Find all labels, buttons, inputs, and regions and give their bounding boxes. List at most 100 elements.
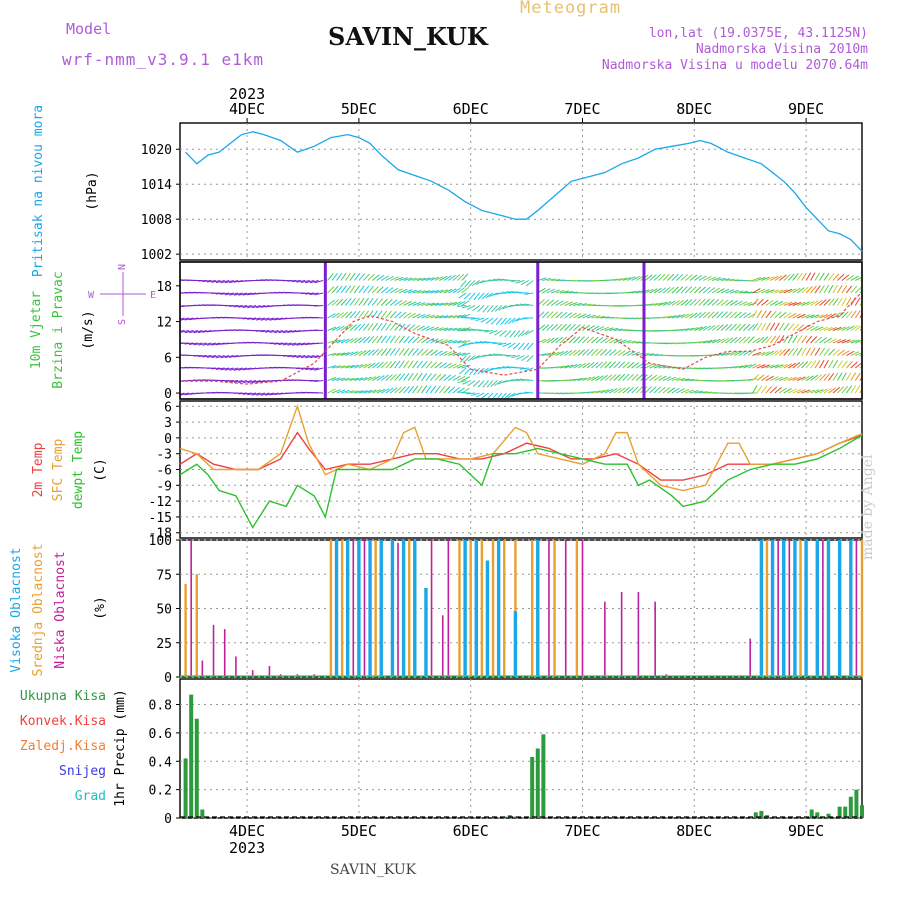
wind-barb [367,310,374,319]
wind-barb [314,367,324,371]
wind-barb [644,374,653,381]
wind-barb [604,349,612,356]
wind-barb [242,392,252,395]
wind-barb [770,300,779,306]
wind-barb [846,325,855,331]
wind-barb [711,324,720,331]
wind-barb [685,313,694,319]
wind-barb [367,362,376,369]
wind-barb [448,374,456,381]
wind-barb [756,310,763,319]
wind-barb [698,275,707,281]
wind-barb [376,388,386,394]
wind-barb [729,300,738,306]
wind-barb [296,342,306,346]
wind-barb [345,324,353,331]
wind-barb [680,299,689,306]
wind-barb [850,310,857,319]
wind-barb [456,273,465,281]
wind-barb [814,326,824,331]
wind-barb [855,276,862,281]
wind-barb [434,289,444,294]
wind-barb [778,335,785,344]
wind-barb [416,360,423,369]
wind-barb [841,311,849,319]
wind-barb [519,367,529,370]
wind-barb [443,351,453,356]
wind-barb [832,284,838,294]
wind-barb [841,350,850,356]
wind-barb [774,386,783,394]
wind-barb [380,322,387,331]
wind-barb [658,273,666,281]
wind-barb [256,392,266,396]
wind-barb [516,355,525,360]
wind-barb [443,288,453,294]
wind-barb [504,317,512,325]
wind-barb [769,322,776,331]
y-tick-label: 1002 [141,248,172,263]
wind-barb [416,313,426,319]
wind-barb [555,351,564,356]
wind-barb [260,304,270,308]
wind-barb [220,292,230,295]
wind-barb [371,286,379,294]
wind-barb [573,363,582,369]
y-tick-label: 18 [156,280,172,295]
y-tick-label: 1020 [141,143,172,158]
wind-barb [680,388,690,394]
wind-barb [609,327,619,331]
wind-barb [550,323,558,331]
wind-barb [247,392,257,396]
wind-barb [517,330,525,338]
model-label: Model [66,20,112,38]
wind-barb [362,273,370,281]
wind-barb [649,386,657,394]
wind-barb [439,374,447,381]
wind-barb [765,350,774,356]
wind-barb [197,330,207,334]
wind-barb [796,313,806,319]
wind-barb [546,288,556,294]
wind-barb [425,373,432,381]
wind-barb [394,360,401,369]
wind-barb [389,287,399,294]
wind-barb [685,327,695,331]
wind-barb [389,347,396,356]
wind-barb [564,312,573,319]
wind-barb [653,364,663,369]
wind-barb [448,314,458,319]
wind-barb [407,348,415,356]
wind-barb [658,365,668,369]
wind-barb [586,390,596,394]
wind-barb [644,386,652,394]
wind-barb [197,355,207,357]
wind-barb [837,339,846,344]
wind-barb [845,285,853,294]
wind-barb [242,292,252,296]
wind-barb [305,355,315,359]
wind-barb [783,363,792,369]
wind-barb [828,298,835,306]
wind-barb [467,380,476,387]
wind-barb [653,302,663,306]
wind-barb [452,375,461,381]
wind-barb [327,313,336,319]
wind-barb [260,330,270,333]
wind-barb [300,342,310,346]
wind-barb [472,305,480,312]
wind-barb [796,389,806,394]
wind-barb [354,285,361,294]
wind-barb [765,335,773,344]
wind-barb [734,365,744,369]
wind-barb [828,273,835,281]
wind-barb [376,274,385,281]
wind-barb [720,352,730,356]
wind-barb [555,289,565,294]
pressure-unit: (hPa) [85,171,100,210]
wind-barb [756,374,765,381]
wind-barb [801,301,811,306]
wind-barb [555,311,563,319]
y-tick-label: 0.2 [149,784,172,799]
precip-bar [809,809,814,818]
